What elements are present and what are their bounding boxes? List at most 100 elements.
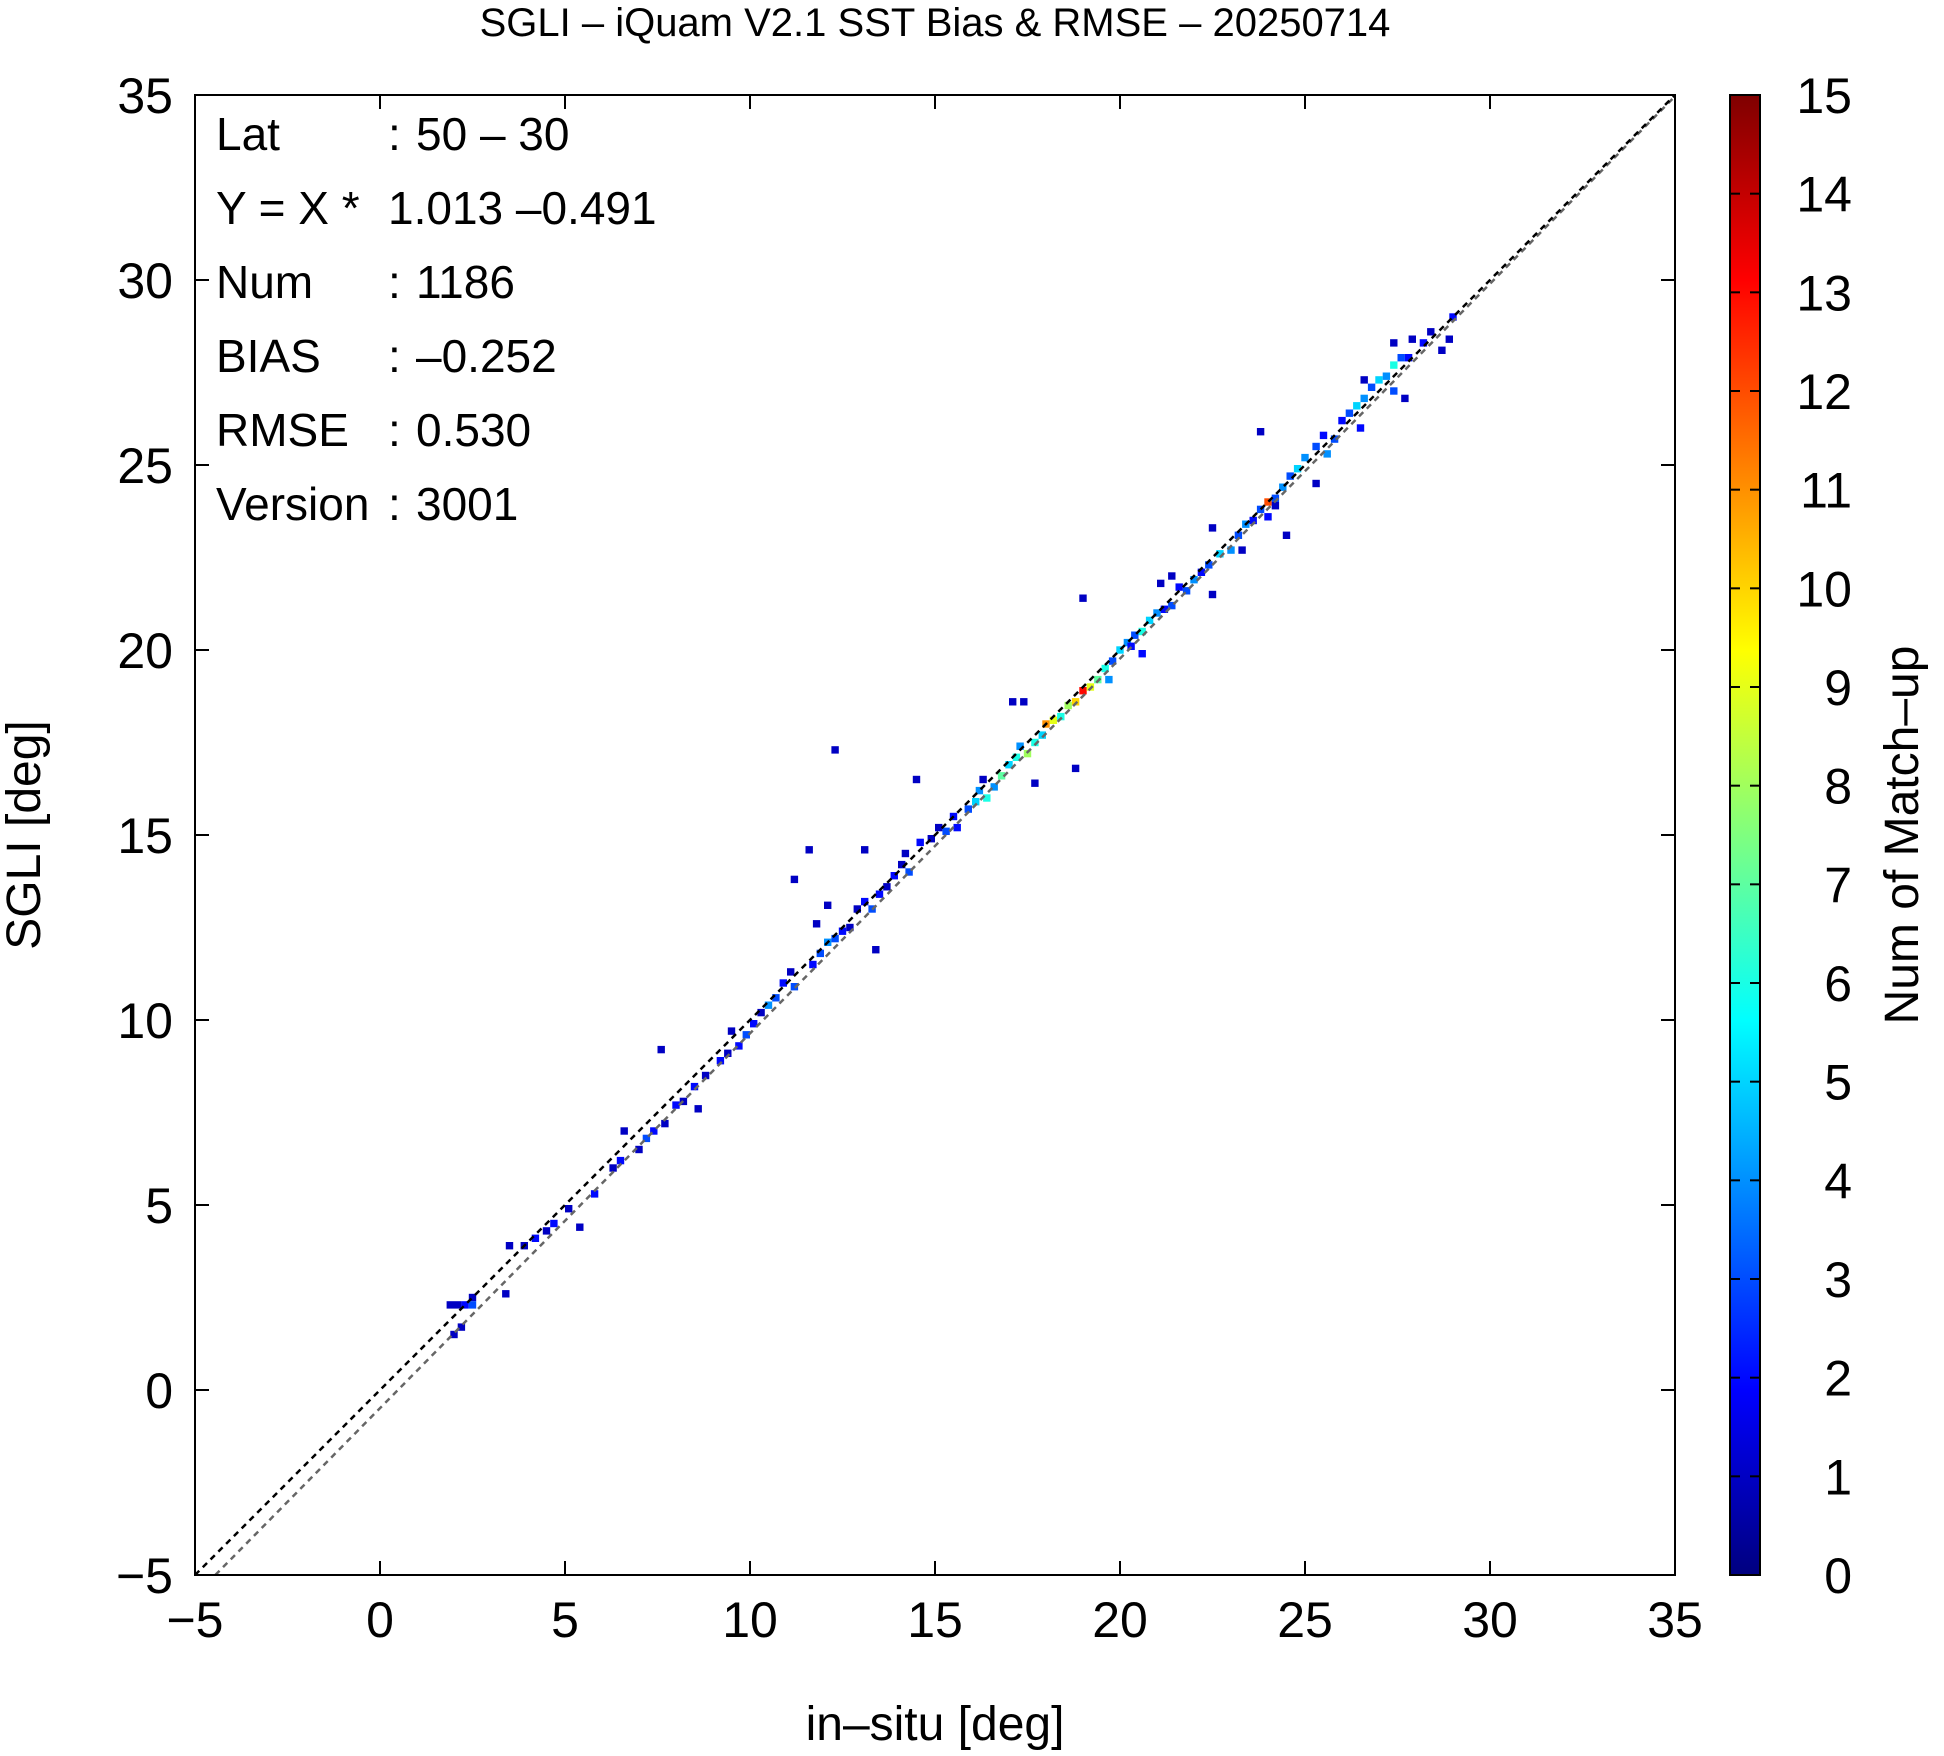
density-cell [779,979,787,987]
density-cell [790,875,799,884]
density-cell [1338,416,1346,425]
density-cell [935,823,943,832]
density-cell [846,923,854,932]
density-cell [457,1323,466,1331]
density-cell [953,823,961,832]
density-cell [701,1071,710,1080]
x-axis-label: in–situ [deg] [806,1698,1065,1751]
density-cell [1123,638,1132,647]
colorbar-tick-label: 8 [1824,759,1852,815]
density-cell [1445,335,1453,343]
density-cell [750,1020,758,1028]
density-cell [1234,531,1243,539]
density-cell [735,1042,743,1050]
density-cell [1009,698,1017,706]
density-cell [1153,609,1161,617]
density-cell [990,783,998,791]
density-cell [983,794,991,802]
colorbar [1729,94,1761,1576]
stat-value: 3001 [416,478,518,530]
density-cell [450,1330,458,1339]
x-tick-label: 10 [722,1592,778,1648]
density-cell [1279,483,1287,491]
density-cell [1064,701,1072,710]
y-tick-label: 25 [117,438,173,494]
density-cell [1020,698,1028,706]
density-cell [787,968,795,976]
y-tick-label: −5 [116,1548,173,1604]
stat-key: Version [216,478,369,530]
density-cell [812,920,821,928]
density-cell [916,838,924,847]
density-cell [1157,579,1165,588]
y-tick-label: 15 [117,808,173,864]
density-cell [1404,354,1413,362]
density-cell [1345,409,1354,417]
density-cell [1079,594,1087,602]
regression-line [214,95,1676,1576]
density-cell [1227,546,1235,554]
density-cell [1408,335,1416,343]
density-cell [1145,616,1154,625]
density-cell [616,1156,625,1165]
density-cell [635,1145,643,1154]
density-cell [672,1101,680,1109]
density-cell [853,905,861,913]
stat-key: Y = X * [216,182,360,234]
density-cell [1182,587,1191,595]
density-cell [742,1031,750,1039]
density-cell [890,872,898,880]
density-cell [1012,753,1021,761]
density-cell [461,1301,469,1309]
density-cell [1127,642,1135,650]
density-cell [1197,568,1206,576]
density-cell [694,1105,702,1113]
density-cell [1390,339,1398,347]
colorbar-tick-label: 6 [1824,956,1852,1012]
density-cell [454,1301,462,1309]
stat-separator: : [388,478,401,530]
density-cell [972,798,980,806]
density-cell [1168,572,1176,580]
y-axis-ticks: −5 0 5 10 15 20 25 30 35 [116,68,1675,1604]
density-cell [1353,402,1361,410]
one-to-one-line [194,94,1676,1576]
density-cell [1016,742,1024,750]
stat-key: RMSE [216,404,349,456]
density-cell [576,1223,584,1231]
density-cell [997,772,1006,780]
x-tick-label: 35 [1647,1592,1703,1648]
density-cell [1323,450,1331,458]
density-cell [1190,576,1198,584]
reference-lines [194,94,1676,1576]
density-cell [1293,465,1302,473]
y-axis-label: SGLI [deg] [0,720,51,949]
density-cell [657,1045,665,1054]
x-tick-label: 15 [907,1592,963,1648]
density-cell [620,1127,628,1135]
density-cell [1108,657,1117,665]
y-tick-label: 5 [145,1178,173,1234]
density-cell [1205,561,1213,569]
density-cell [883,883,891,891]
density-cell [898,860,906,869]
density-cell [1360,394,1368,403]
density-cell [1138,627,1146,636]
density-cell [1356,424,1365,432]
density-cell [1427,328,1435,336]
density-cell [838,927,847,935]
density-cell [1312,479,1320,488]
stat-key: BIAS [216,330,321,382]
stat-value: 1.013 –0.491 [388,182,657,234]
x-axis-ticks: −5 0 5 10 15 20 25 30 35 [166,95,1703,1648]
density-cell [975,786,984,795]
colorbar-tick-label: 9 [1824,660,1852,716]
density-cell [1330,435,1339,443]
colorbar-tick-label: 4 [1824,1153,1852,1209]
density-cell [1390,361,1398,369]
density-cell [927,835,935,843]
colorbar-tick-label: 15 [1796,68,1852,124]
chart-title: SGLI – iQuam V2.1 SST Bias & RMSE – 2025… [480,1,1391,45]
x-tick-label: 25 [1277,1592,1333,1648]
